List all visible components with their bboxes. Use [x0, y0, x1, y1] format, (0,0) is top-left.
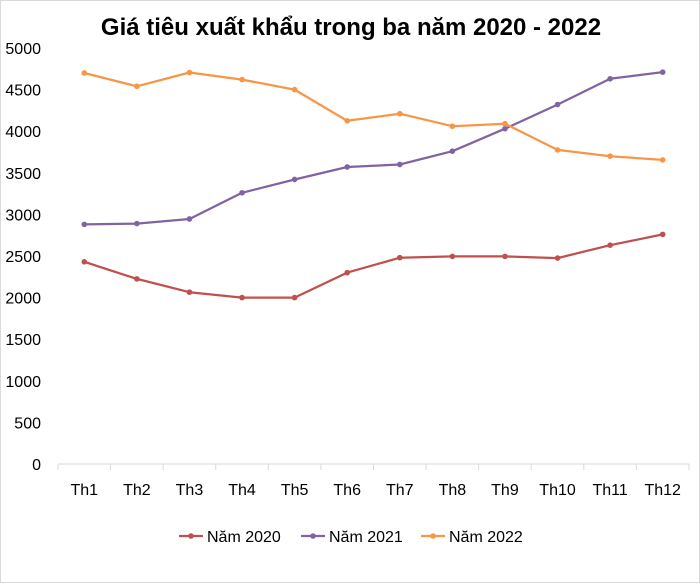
x-axis-ticks: Th1 Th2 Th3 Th4 Th5 Th6 Th7 Th8 Th9 Th10 Th11 Th12	[71, 482, 682, 499]
y-tick-label: 1500	[5, 332, 41, 349]
x-tick-label: Th12	[644, 482, 681, 499]
legend-label: Năm 2021	[329, 529, 403, 546]
data-point	[449, 123, 456, 130]
data-point	[659, 231, 666, 238]
data-point	[449, 253, 456, 260]
data-point	[554, 101, 561, 108]
series-lines	[81, 69, 666, 301]
legend-marker	[310, 533, 316, 539]
x-tick-label: Th6	[333, 482, 361, 499]
y-tick-label: 3500	[5, 166, 41, 183]
data-point	[554, 147, 561, 153]
data-point	[291, 294, 298, 301]
data-point	[396, 110, 403, 117]
y-tick-label: 0	[32, 457, 41, 474]
x-tick-label: Th9	[491, 482, 519, 499]
data-point	[134, 276, 140, 282]
data-point	[186, 69, 193, 76]
data-point	[396, 161, 403, 168]
legend: Năm 2020 Năm 2021 Năm 2022	[179, 529, 523, 546]
data-point	[239, 76, 245, 83]
data-point	[449, 148, 456, 154]
data-point	[291, 86, 298, 93]
data-point	[291, 176, 298, 183]
legend-marker	[188, 533, 194, 539]
data-point	[239, 189, 245, 196]
data-point	[186, 289, 193, 295]
x-tick-label: Th5	[281, 482, 309, 499]
y-tick-label: 500	[14, 415, 41, 432]
y-tick-label: 3000	[5, 207, 41, 224]
y-axis-ticks: 0 500 1000 1500 2000 2500 3000 3500 4000 4500 5000	[5, 41, 41, 474]
legend-label: Năm 2020	[207, 529, 281, 546]
y-tick-label: 2000	[5, 291, 41, 308]
axes	[57, 463, 690, 470]
chart-title: Giá tiêu xuất khẩu trong ba năm 2020 - 2…	[101, 14, 601, 41]
data-point	[554, 255, 561, 261]
data-point	[659, 69, 666, 75]
data-point	[659, 157, 666, 163]
data-point	[607, 153, 613, 159]
series-line-2	[84, 70, 663, 226]
x-tick-label: Th7	[386, 482, 414, 499]
y-tick-label: 5000	[5, 41, 41, 58]
y-tick-label: 2500	[5, 249, 41, 266]
data-point	[396, 254, 403, 261]
y-tick-label: 4000	[5, 124, 41, 141]
x-tick-label: Th10	[539, 482, 576, 499]
data-point	[344, 164, 351, 170]
series-line-1	[83, 233, 663, 299]
x-tick-label: Th1	[71, 482, 99, 499]
x-tick-label: Th3	[176, 482, 204, 499]
x-tick-label: Th2	[123, 482, 151, 499]
legend-label: Năm 2022	[449, 529, 523, 546]
series-line-3	[84, 71, 663, 162]
data-point	[81, 221, 88, 228]
data-point	[607, 75, 613, 82]
data-point	[344, 118, 351, 124]
data-point	[81, 259, 88, 265]
data-point	[502, 120, 508, 127]
y-tick-label: 4500	[5, 83, 41, 100]
y-tick-label: 1000	[5, 374, 41, 391]
legend-marker	[430, 533, 436, 539]
data-point	[502, 125, 508, 132]
x-tick-label: Th8	[439, 482, 467, 499]
data-point	[502, 253, 508, 260]
data-point	[186, 216, 193, 222]
data-point	[239, 294, 245, 301]
x-tick-label: Th4	[228, 482, 256, 499]
data-point	[134, 220, 140, 227]
data-point	[607, 242, 613, 248]
data-point	[81, 70, 88, 76]
data-point	[134, 83, 140, 90]
x-tick-label: Th11	[592, 482, 627, 499]
data-point	[344, 269, 351, 276]
